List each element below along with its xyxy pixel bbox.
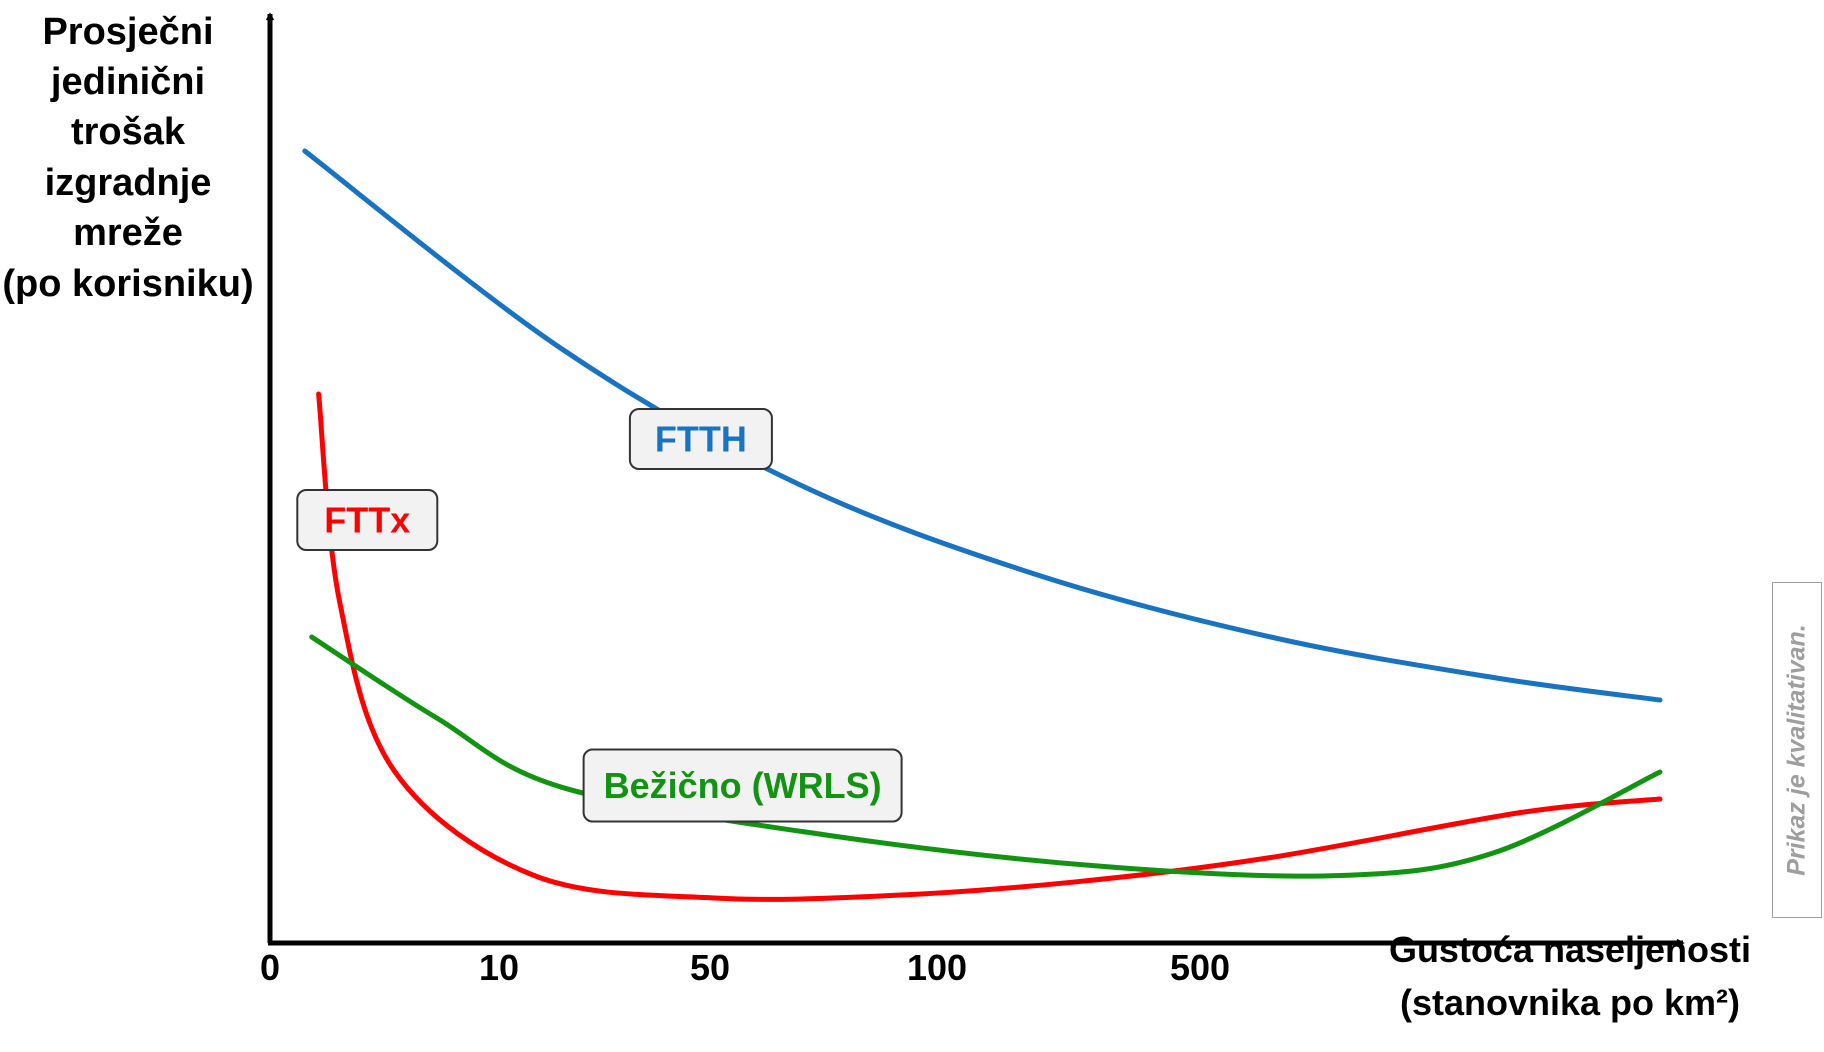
series-label-box <box>582 748 903 823</box>
series-label-wrls: Bežično (WRLS) <box>582 748 903 823</box>
y-axis-label-line: mreže <box>73 212 183 254</box>
y-axis-label-line: Prosječni <box>42 11 213 53</box>
qualitative-note-text: Prikaz je kvalitativan. <box>1782 624 1811 876</box>
x-axis-label-line: Gustoća naseljenosti <box>1389 929 1751 970</box>
x-tick-label: 500 <box>1170 947 1230 988</box>
y-axis-label-line: (po korisniku) <box>2 263 253 305</box>
series-label-text: FTTx <box>324 500 410 541</box>
x-tick-label: 10 <box>479 947 519 988</box>
series-line-fttx <box>316 391 1663 902</box>
y-axis-label-line: trošak <box>71 111 186 153</box>
series-lines <box>302 148 1663 902</box>
x-axis-label: Gustoća naseljenosti (stanovnika po km²) <box>1389 929 1751 1023</box>
x-tick-label: 50 <box>690 947 730 988</box>
series-label-box <box>296 489 439 551</box>
y-axis-label: Prosječni jedinični trošak izgradnje mre… <box>2 11 253 305</box>
x-tick-labels: 0 10 50 100 500 <box>260 947 1230 988</box>
series-label-text: FTTH <box>655 419 747 460</box>
x-tick-label: 0 <box>260 947 280 988</box>
series-label-ftth: FTTH <box>628 408 773 470</box>
qualitative-note-box: Prikaz je kvalitativan. <box>1772 582 1822 918</box>
y-axis-label-line: jedinični <box>50 61 205 103</box>
series-line-wrls <box>309 634 1663 879</box>
series-label-fttx: FTTx <box>296 489 439 551</box>
series-line-ftth <box>302 148 1663 703</box>
series-labels: FTTH FTTx Bežično (WRLS) <box>296 408 903 823</box>
x-axis-label-line: (stanovnika po km²) <box>1400 982 1740 1023</box>
y-axis-label-line: izgradnje <box>45 162 212 204</box>
x-tick-label: 100 <box>907 947 967 988</box>
series-label-box <box>628 408 773 470</box>
series-label-text: Bežično (WRLS) <box>604 765 882 806</box>
